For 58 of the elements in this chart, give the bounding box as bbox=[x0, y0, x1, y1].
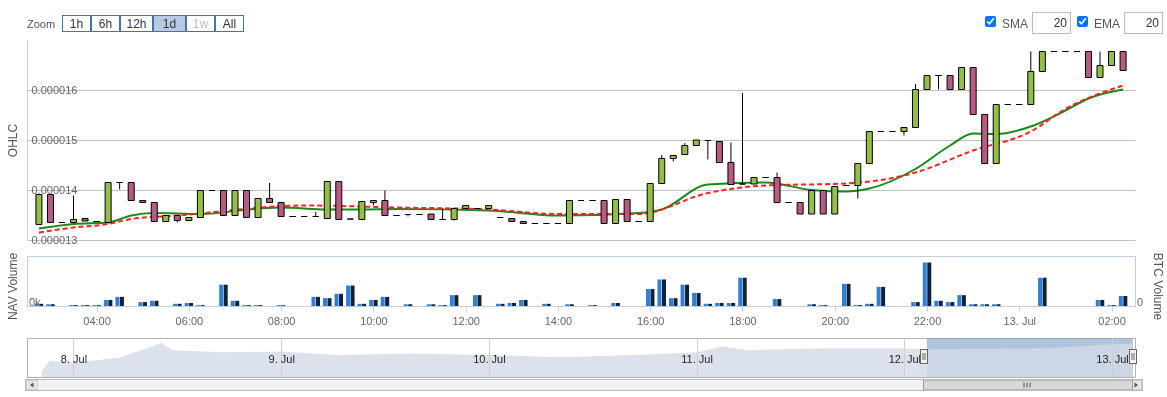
candlestick bbox=[819, 190, 827, 215]
y-tick-label: 0.000014 bbox=[31, 183, 78, 196]
x-tick-label: 11. Jul bbox=[681, 352, 713, 365]
zoom-button: All bbox=[215, 15, 244, 32]
y-tick-label: 0.000015 bbox=[31, 133, 78, 146]
x-tick-label: 13. Jul bbox=[1003, 314, 1036, 327]
y-tick-label: 0.000016 bbox=[31, 83, 78, 96]
y-axis-title: OHLC bbox=[5, 123, 20, 158]
zoom-button: 1d bbox=[153, 15, 186, 32]
x-tick-label: 14:00 bbox=[544, 314, 573, 327]
candlestick bbox=[600, 200, 608, 224]
x-tick-label: 06:00 bbox=[175, 314, 204, 327]
candlestick bbox=[1038, 51, 1046, 72]
candlestick bbox=[381, 190, 389, 216]
text: SMA bbox=[1002, 17, 1029, 31]
text: Zoom bbox=[27, 18, 56, 30]
x-tick-label: 8. Jul bbox=[60, 352, 88, 365]
x-tick-label: 12. Jul bbox=[888, 352, 922, 365]
zoom-button: 12h bbox=[120, 15, 153, 32]
text: EMA bbox=[1094, 17, 1121, 31]
x-tick-label: 08:00 bbox=[267, 314, 296, 327]
x-tick-label: 9. Jul bbox=[268, 352, 295, 365]
x-tick-label: 12:00 bbox=[452, 314, 480, 327]
x-tick-label: 10. Jul bbox=[473, 352, 506, 365]
candlestick bbox=[623, 199, 631, 222]
candlestick bbox=[150, 202, 158, 222]
x-tick-label: 18:00 bbox=[729, 314, 757, 327]
x-tick-label: 13. Jul bbox=[1096, 352, 1129, 365]
number-field: 20 bbox=[1124, 12, 1163, 34]
text: 0 bbox=[1137, 296, 1144, 308]
candlestick bbox=[1119, 51, 1127, 71]
x-tick-label: 16:00 bbox=[636, 314, 665, 327]
candlestick bbox=[854, 163, 862, 199]
annotation: 0k bbox=[29, 296, 41, 308]
y2-axis-title: BTC Volume bbox=[1150, 252, 1165, 321]
x-tick-label: 02:00 bbox=[1098, 314, 1126, 327]
candlestick bbox=[727, 142, 735, 185]
candlestick bbox=[715, 141, 723, 163]
candlestick bbox=[958, 67, 966, 90]
candlestick bbox=[266, 182, 274, 203]
candlestick bbox=[1096, 51, 1104, 78]
candlestick bbox=[738, 92, 746, 185]
zoom-button: 6h bbox=[91, 15, 120, 32]
zoom-button: 1h bbox=[62, 15, 91, 32]
number-field: 20 bbox=[1032, 12, 1071, 34]
candlestick bbox=[254, 198, 262, 218]
y-tick-label: 0.000013 bbox=[31, 233, 78, 246]
x-tick-label: 22:00 bbox=[913, 314, 942, 327]
candlestick bbox=[612, 199, 620, 224]
candlestick bbox=[70, 195, 78, 223]
candlestick bbox=[900, 127, 908, 136]
candlestick bbox=[565, 200, 573, 224]
y-axis-title: NAV Volume bbox=[5, 252, 20, 321]
x-tick-label: 04:00 bbox=[83, 314, 111, 327]
candlestick bbox=[808, 190, 816, 215]
x-tick-label: 20:00 bbox=[821, 314, 850, 327]
x-tick-label: 10:00 bbox=[360, 314, 388, 327]
zoom-button: 1w bbox=[186, 15, 215, 32]
